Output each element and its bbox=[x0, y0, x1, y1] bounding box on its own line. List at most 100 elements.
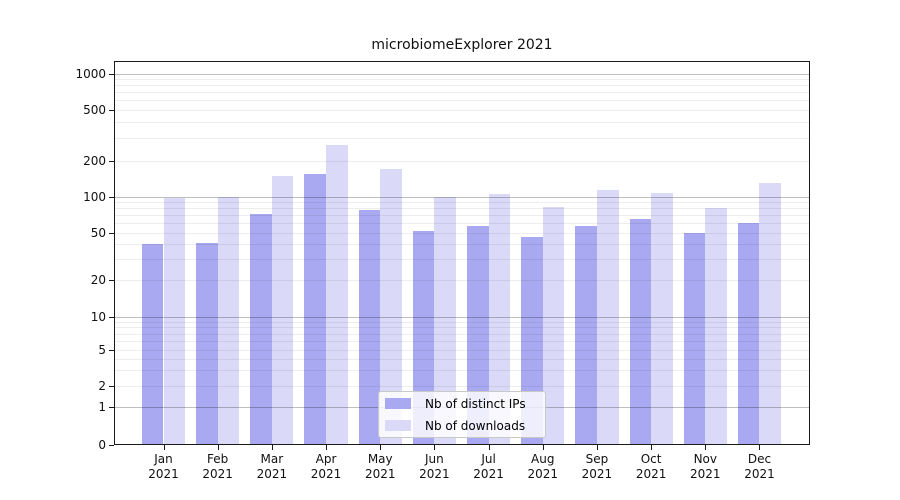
y-tick-200 bbox=[109, 160, 114, 162]
bar-downloads-jun bbox=[434, 197, 456, 445]
x-label-year: 2021 bbox=[581, 467, 613, 481]
gridline-10 bbox=[114, 316, 810, 318]
x-tick-label-oct: Oct 2021 bbox=[622, 452, 680, 482]
gridline-1000 bbox=[114, 73, 810, 75]
gridline-20 bbox=[114, 280, 810, 281]
x-tick-aug bbox=[542, 445, 544, 450]
legend-item-downloads: Nb of downloads bbox=[385, 416, 539, 435]
x-label-year: 2021 bbox=[310, 467, 342, 481]
x-label-month: Jul bbox=[481, 452, 496, 466]
x-tick-label-jan: Jan 2021 bbox=[135, 452, 193, 482]
distinct-ips-swatch-icon bbox=[385, 398, 411, 409]
gridline-5 bbox=[114, 350, 810, 351]
x-tick-label-aug: Aug 2021 bbox=[514, 452, 572, 482]
gridline-80 bbox=[114, 208, 810, 210]
bar-distinct-ips-jan bbox=[141, 244, 164, 445]
x-label-month: Mar bbox=[260, 452, 284, 466]
y-tick-label-200: 200 bbox=[83, 153, 106, 168]
downloads-swatch-icon bbox=[385, 420, 411, 431]
x-tick-mar bbox=[271, 445, 273, 450]
x-label-month: Oct bbox=[640, 452, 662, 466]
y-tick-1000 bbox=[109, 73, 114, 75]
x-tick-dec bbox=[759, 445, 761, 450]
x-label-year: 2021 bbox=[744, 467, 775, 481]
x-tick-label-apr: Apr 2021 bbox=[297, 452, 355, 482]
bar-distinct-ips-sep bbox=[575, 225, 597, 445]
bar-downloads-aug bbox=[542, 206, 565, 445]
y-tick-500 bbox=[109, 109, 114, 111]
x-label-month: Jun bbox=[425, 452, 444, 466]
gridline-300 bbox=[114, 137, 810, 139]
x-label-year: 2021 bbox=[202, 467, 233, 481]
y-tick-0 bbox=[109, 445, 114, 446]
y-tick-label-100: 100 bbox=[83, 189, 106, 204]
gridline-900 bbox=[114, 78, 810, 80]
x-label-year: 2021 bbox=[690, 467, 721, 481]
y-tick-label-0: 0 bbox=[98, 438, 106, 452]
y-tick-label-50: 50 bbox=[90, 225, 106, 240]
bar-distinct-ips-may bbox=[358, 210, 381, 445]
bar-downloads-mar bbox=[271, 176, 294, 445]
legend: Nb of distinct IPs Nb of downloads bbox=[378, 391, 546, 438]
x-tick-label-dec: Dec 2021 bbox=[730, 452, 788, 482]
bar-downloads-may bbox=[380, 168, 402, 445]
x-tick-nov bbox=[705, 445, 707, 450]
bar-downloads-oct bbox=[651, 192, 673, 445]
x-label-month: Jan bbox=[154, 452, 173, 466]
y-tick-50 bbox=[109, 232, 114, 234]
y-tick-label-500: 500 bbox=[83, 102, 106, 117]
x-label-year: 2021 bbox=[473, 467, 504, 481]
y-tick-2 bbox=[109, 385, 114, 387]
bar-downloads-jan bbox=[163, 198, 186, 445]
gridline-500 bbox=[114, 109, 810, 111]
x-tick-label-mar: Mar 2021 bbox=[243, 452, 301, 482]
x-tick-may bbox=[380, 445, 382, 450]
bar-downloads-dec bbox=[759, 183, 782, 445]
y-tick-5 bbox=[109, 350, 114, 351]
y-tick-20 bbox=[109, 280, 114, 281]
bar-distinct-ips-mar bbox=[250, 214, 272, 445]
y-tick-1 bbox=[109, 407, 114, 408]
gridline-4 bbox=[114, 358, 810, 360]
x-tick-feb bbox=[217, 445, 219, 450]
y-tick-10 bbox=[109, 316, 114, 318]
x-tick-apr bbox=[326, 445, 328, 450]
bar-downloads-apr bbox=[326, 144, 348, 445]
gridline-9 bbox=[114, 321, 810, 323]
y-tick-label-2: 2 bbox=[98, 378, 106, 393]
x-label-month: Sep bbox=[585, 452, 609, 466]
legend-label: Nb of distinct IPs bbox=[425, 396, 526, 411]
gridline-70 bbox=[114, 215, 810, 217]
gridline-2 bbox=[114, 385, 810, 387]
bar-distinct-ips-dec bbox=[737, 223, 760, 445]
bar-distinct-ips-feb bbox=[196, 242, 218, 445]
bar-downloads-feb bbox=[217, 197, 240, 445]
gridline-7 bbox=[114, 333, 810, 335]
x-tick-sep bbox=[596, 445, 598, 450]
bar-downloads-nov bbox=[705, 208, 727, 445]
y-tick-label-1000: 1000 bbox=[75, 66, 106, 81]
x-label-year: 2021 bbox=[419, 467, 450, 481]
gridline-400 bbox=[114, 121, 810, 123]
gridline-200 bbox=[114, 160, 810, 162]
gridline-6 bbox=[114, 341, 810, 343]
y-tick-100 bbox=[109, 196, 114, 198]
gridline-600 bbox=[114, 100, 810, 102]
gridline-700 bbox=[114, 92, 810, 94]
gridline-40 bbox=[114, 244, 810, 246]
x-tick-label-nov: Nov 2021 bbox=[676, 452, 734, 482]
y-tick-label-10: 10 bbox=[90, 309, 106, 324]
x-tick-label-jun: Jun 2021 bbox=[405, 452, 463, 482]
bar-downloads-jul bbox=[488, 193, 511, 445]
gridline-3 bbox=[114, 369, 810, 371]
legend-item-distinct-ips: Nb of distinct IPs bbox=[385, 394, 539, 413]
gridline-90 bbox=[114, 201, 810, 203]
bar-distinct-ips-oct bbox=[629, 218, 652, 445]
x-label-year: 2021 bbox=[635, 467, 667, 481]
x-tick-label-sep: Sep 2021 bbox=[568, 452, 626, 482]
bar-distinct-ips-apr bbox=[304, 173, 327, 445]
x-label-month: Aug bbox=[531, 452, 555, 466]
plot-area bbox=[114, 61, 810, 445]
chart-title: microbiomeExplorer 2021 bbox=[371, 37, 553, 53]
